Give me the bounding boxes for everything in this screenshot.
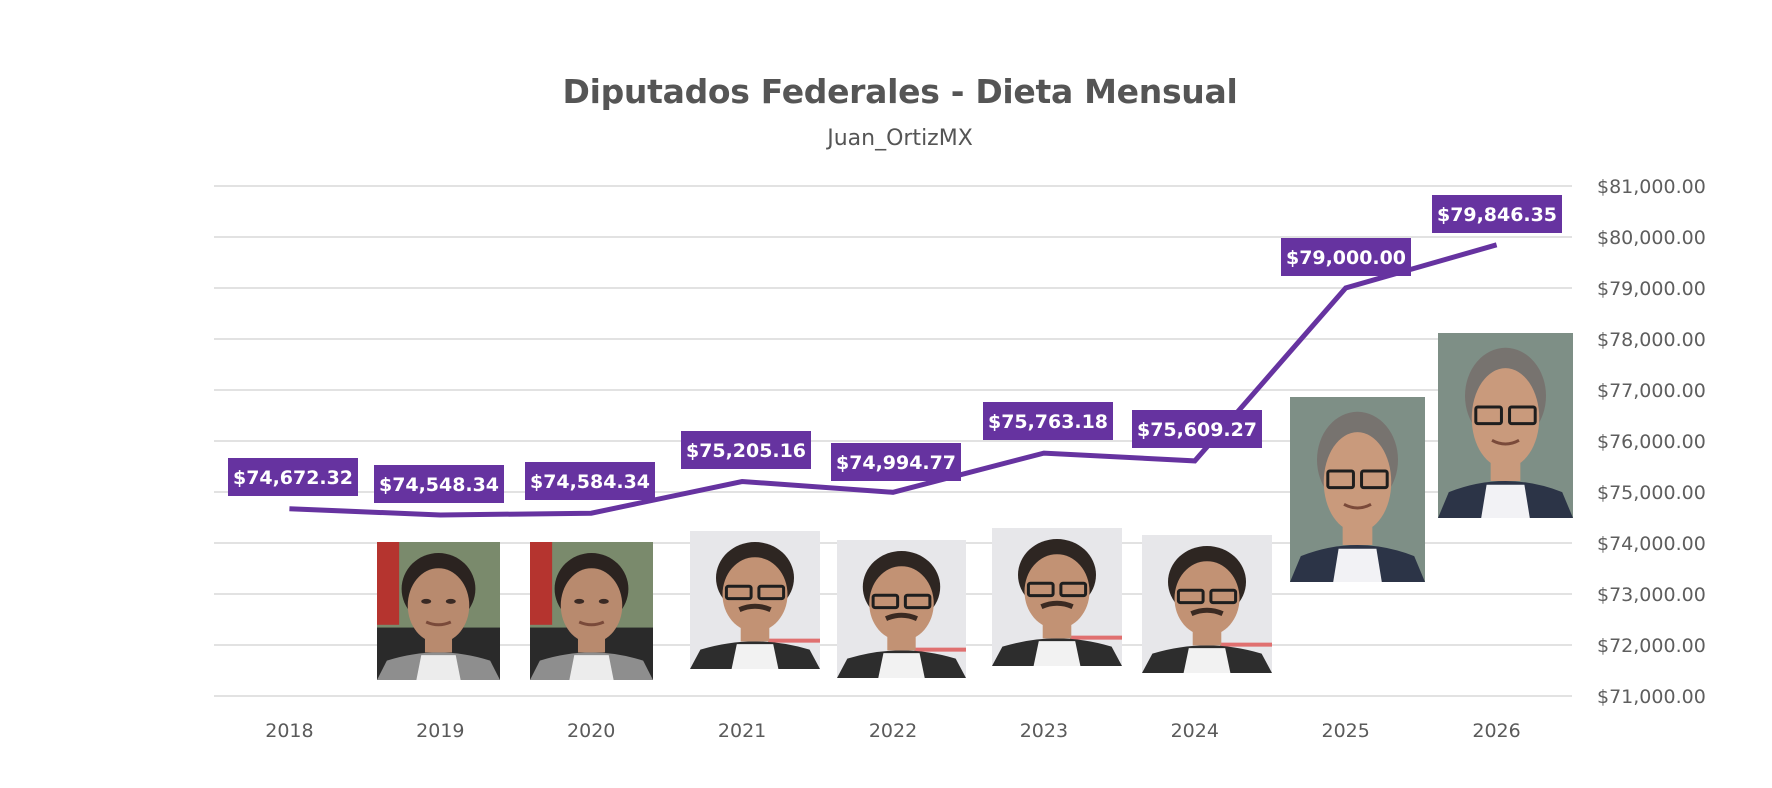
data-label-box [831, 443, 961, 481]
data-label: $74,672.32 [228, 458, 358, 496]
y-tick-label: $78,000.00 [1597, 329, 1706, 351]
data-label: $74,994.77 [831, 443, 961, 481]
data-label: $75,609.27 [1132, 410, 1262, 448]
portrait-photo [1290, 397, 1425, 582]
x-tick-label: 2024 [1171, 720, 1219, 742]
x-tick-label: 2022 [869, 720, 917, 742]
series-line-group [289, 242, 1498, 518]
data-label: $79,846.35 [1432, 195, 1562, 233]
y-tick-label: $72,000.00 [1597, 635, 1706, 657]
portrait-photo [690, 531, 820, 669]
data-label: $79,000.00 [1281, 238, 1411, 276]
x-tick-label: 2023 [1020, 720, 1068, 742]
data-label-box [983, 402, 1113, 440]
portrait-photo [377, 542, 500, 680]
y-tick-label: $76,000.00 [1597, 431, 1706, 453]
data-label-text: $74,994.77 [836, 452, 956, 474]
data-label-text: $79,000.00 [1286, 247, 1406, 269]
data-label-text: $74,548.34 [379, 474, 499, 496]
data-label-box [228, 458, 358, 496]
x-tick-label: 2026 [1472, 720, 1520, 742]
y-tick-label: $71,000.00 [1597, 686, 1706, 708]
x-axis-ticks: 2018 2019 2020 2021 2022 2023 2024 2025 2026 [265, 720, 1520, 742]
x-tick-label: 2021 [718, 720, 766, 742]
data-label: $74,548.34 [374, 465, 504, 503]
portrait-photo [837, 540, 966, 678]
data-label-text: $75,763.18 [988, 411, 1108, 433]
portrait-photo [1438, 333, 1573, 518]
y-tick-label: $79,000.00 [1597, 278, 1706, 300]
data-label-text: $74,584.34 [530, 471, 650, 493]
chart-subtitle: Juan_OrtizMX [827, 126, 973, 151]
data-label: $75,205.16 [681, 431, 811, 469]
x-tick-label: 2018 [265, 720, 313, 742]
series-line [289, 242, 1498, 518]
y-tick-label: $73,000.00 [1597, 584, 1706, 606]
portrait-photo [530, 542, 653, 680]
y-axis-ticks: $81,000.00 $80,000.00 $79,000.00 $78,000.00… [1597, 176, 1706, 708]
data-label-text: $74,672.32 [233, 467, 353, 489]
portrait-photos [377, 333, 1573, 680]
y-tick-label: $77,000.00 [1597, 380, 1706, 402]
x-tick-label: 2020 [567, 720, 615, 742]
data-label-box [525, 462, 655, 500]
chart-title: Diputados Federales - Dieta Mensual [562, 72, 1238, 111]
data-label-box [1281, 238, 1411, 276]
data-label: $74,584.34 [525, 462, 655, 500]
x-tick-label: 2019 [416, 720, 464, 742]
y-tick-label: $75,000.00 [1597, 482, 1706, 504]
data-label-text: $75,205.16 [686, 440, 806, 462]
data-label-box [1132, 410, 1262, 448]
x-tick-label: 2025 [1321, 720, 1369, 742]
data-labels: $74,672.32 $74,548.34 $74,584.34 $75,205.16… [228, 195, 1562, 503]
data-label-box [681, 431, 811, 469]
y-tick-label: $81,000.00 [1597, 176, 1706, 198]
data-label-box [1432, 195, 1562, 233]
data-label-text: $75,609.27 [1137, 419, 1257, 441]
portrait-photo [992, 528, 1122, 666]
y-tick-label: $80,000.00 [1597, 227, 1706, 249]
data-label-box [374, 465, 504, 503]
portrait-photo [1142, 535, 1272, 673]
y-tick-label: $74,000.00 [1597, 533, 1706, 555]
data-label: $75,763.18 [983, 402, 1113, 440]
data-label-text: $79,846.35 [1437, 204, 1557, 226]
